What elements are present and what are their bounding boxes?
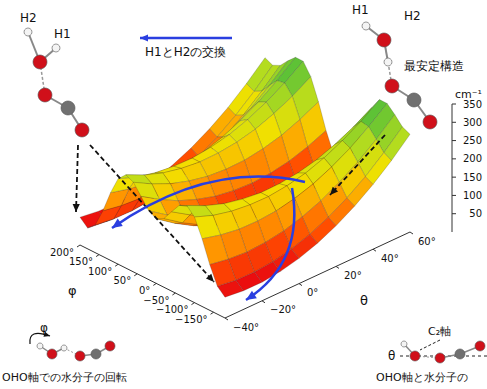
svg-text:H1: H1 — [352, 3, 369, 17]
svg-text:100°: 100° — [88, 266, 112, 277]
svg-text:0°: 0° — [139, 285, 150, 296]
svg-text:φ: φ — [40, 321, 48, 335]
svg-text:50°: 50° — [114, 275, 132, 286]
svg-text:H2: H2 — [404, 9, 421, 23]
svg-text:H1: H1 — [54, 27, 71, 41]
svg-text:60°: 60° — [418, 236, 436, 247]
svg-text:150°: 150° — [69, 256, 93, 267]
svg-text:−100°: −100° — [156, 304, 188, 315]
svg-text:−20°: −20° — [270, 304, 296, 315]
svg-text:40°: 40° — [381, 253, 399, 264]
svg-text:OHO軸と水分子の: OHO軸と水分子の — [376, 371, 468, 384]
svg-text:−40°: −40° — [233, 322, 259, 333]
svg-text:250: 250 — [463, 135, 482, 146]
svg-text:φ: φ — [68, 283, 77, 298]
svg-text:cm⁻¹: cm⁻¹ — [455, 88, 482, 101]
svg-text:200: 200 — [463, 153, 482, 164]
svg-text:−150°: −150° — [175, 314, 207, 325]
svg-text:150: 150 — [463, 172, 482, 183]
svg-text:300: 300 — [463, 117, 482, 128]
svg-text:OHO軸での水分子の回転: OHO軸での水分子の回転 — [2, 371, 127, 384]
svg-text:θ: θ — [360, 293, 368, 308]
svg-text:200°: 200° — [50, 247, 74, 258]
svg-text:H2: H2 — [20, 11, 37, 25]
svg-text:100: 100 — [463, 190, 482, 201]
svg-text:−50°: −50° — [143, 295, 169, 306]
svg-text:最安定構造: 最安定構造 — [404, 59, 464, 73]
svg-text:20°: 20° — [344, 270, 362, 281]
svg-text:θ: θ — [388, 349, 395, 363]
svg-text:50: 50 — [469, 208, 482, 219]
svg-text:350: 350 — [462, 98, 482, 110]
svg-text:H1とH2の交換: H1とH2の交換 — [145, 45, 226, 59]
svg-text:C₂軸: C₂軸 — [428, 325, 451, 338]
svg-text:0°: 0° — [307, 287, 318, 298]
